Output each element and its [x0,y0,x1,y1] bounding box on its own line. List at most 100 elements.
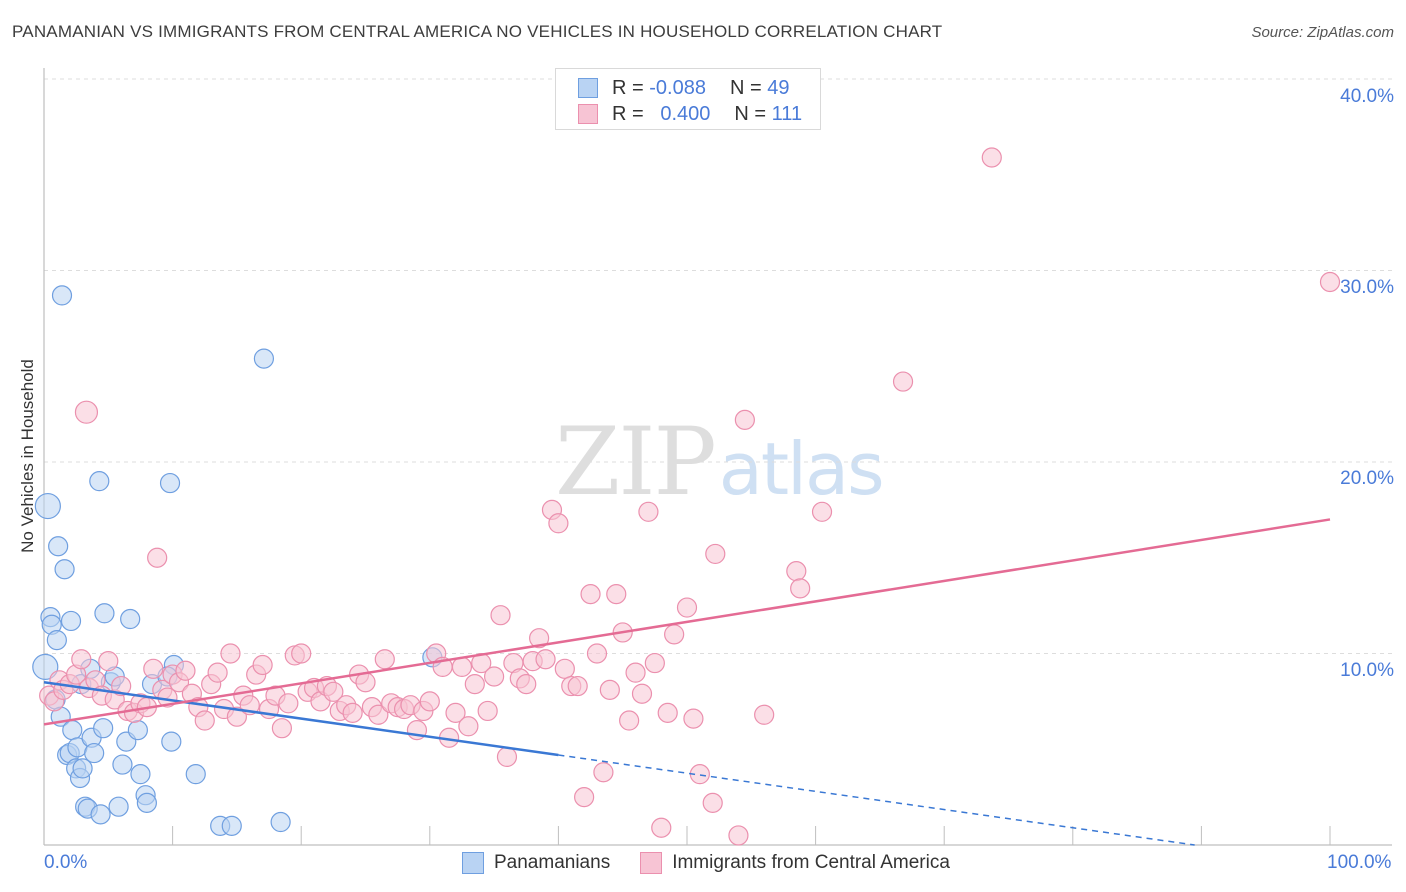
immigrant-point [323,681,344,702]
immigrant-point [754,704,775,725]
legend-r-label: R = [612,102,644,125]
immigrant-point [175,660,196,681]
panamanian-point [94,603,115,624]
immigrant-point [143,658,164,679]
y-tick-label-40: 40.0% [1340,86,1394,107]
immigrant-point [490,605,511,626]
panamanian-point [161,731,182,752]
immigrant-point [651,817,672,838]
immigrant-point [484,666,505,687]
panamanian-point [46,629,67,651]
panamanian-point [112,754,133,775]
immigrant-point [368,704,389,725]
y-tick-label-30: 30.0% [1340,277,1394,298]
immigrant-point [111,675,132,697]
grid-layer [44,78,1392,654]
axis-layer [43,68,1392,846]
correlation-legend: R = -0.088 N = 49 R = 0.400 N = 111 [555,68,821,130]
panamanian-point [62,719,83,741]
immigrant-point [445,702,466,723]
immigrant-point [220,643,241,664]
immigrant-point [516,674,537,695]
immigrant-point [625,662,646,683]
panamanian-trend-extension [558,754,1195,846]
y-axis-label: No Vehicles in Household [18,359,37,553]
immigrant-point [683,708,704,729]
immigrant-point [535,649,556,670]
legend-n-label: N = [729,76,762,99]
legend-row-immigrants: R = 0.400 N = 111 [578,102,802,126]
immigrant-point [74,400,99,424]
panamanian-point [127,719,148,741]
immigrant-point [226,706,247,727]
immigrant-point [278,693,299,714]
legend-r-value: -0.088 [649,76,706,99]
series-swatch-pink [640,852,663,874]
immigrant-point [574,787,595,808]
legend-n-value: 111 [771,102,803,125]
series-legend-immigrants[interactable]: Immigrants from Central America [640,852,950,874]
immigrant-point [892,371,914,392]
source-credit: Source: ZipAtlas.com [1251,24,1394,41]
immigrant-point [981,147,1002,168]
immigrant-point [631,683,653,704]
series-legend-label: Panamanians [494,852,611,873]
panamanian-point [185,764,206,785]
panamanian-point [72,758,93,779]
legend-swatch-pink [578,104,598,124]
panamanian-point [108,796,129,817]
immigrant-point [644,652,665,674]
immigrant-point [606,584,627,605]
panamanian-point [32,653,59,681]
immigrant-point [593,762,614,783]
immigrant-point [342,702,363,723]
immigrant-point [496,746,518,768]
points-layer [32,147,1341,846]
legend-n-value: 49 [767,76,790,99]
immigrant-point [1319,271,1341,293]
panamanian-point [93,718,114,739]
immigrant-point [586,643,608,664]
immigrant-point [529,628,550,649]
panamanian-point [253,348,275,369]
immigrant-point [580,584,601,605]
immigrant-point [657,702,678,723]
panamanian-point [120,608,141,630]
y-tick-label-10: 10.0% [1340,660,1394,681]
immigrant-point [599,679,620,700]
series-legend-label: Immigrants from Central America [672,852,950,873]
immigrant-point [702,792,723,813]
panamanian-point [51,285,73,306]
legend-swatch-blue [578,78,598,98]
legend-r-value: 0.400 [660,102,711,125]
immigrant-point [194,710,215,731]
immigrant-point [291,643,312,664]
immigrant-point [271,718,293,739]
immigrant-point [98,651,119,672]
immigrant-trend-line [43,518,1331,726]
trend-layer [43,518,1331,846]
legend-n-label: N = [734,102,767,125]
immigrant-point [252,654,273,676]
x-tick-label-max: 100.0% [1327,852,1392,873]
immigrant-point [790,578,811,599]
immigrant-point [728,825,749,846]
immigrant-point [567,675,588,697]
panamanian-point [221,815,242,836]
panamanian-point [130,764,151,785]
panamanian-point [270,811,291,833]
immigrant-point [676,597,698,618]
immigrant-point [71,649,92,670]
immigrant-point [147,547,168,568]
legend-row-panamanians: R = -0.088 N = 49 [578,76,789,100]
immigrant-point [374,649,395,670]
panamanian-point [159,472,181,494]
immigrant-point [664,624,685,645]
immigrant-point [638,501,659,522]
immigrant-point [811,501,833,522]
immigrant-point [705,543,726,565]
series-legend-panamanians[interactable]: Panamanians [462,852,610,874]
panamanian-point [48,536,69,557]
immigrant-point [619,710,640,731]
